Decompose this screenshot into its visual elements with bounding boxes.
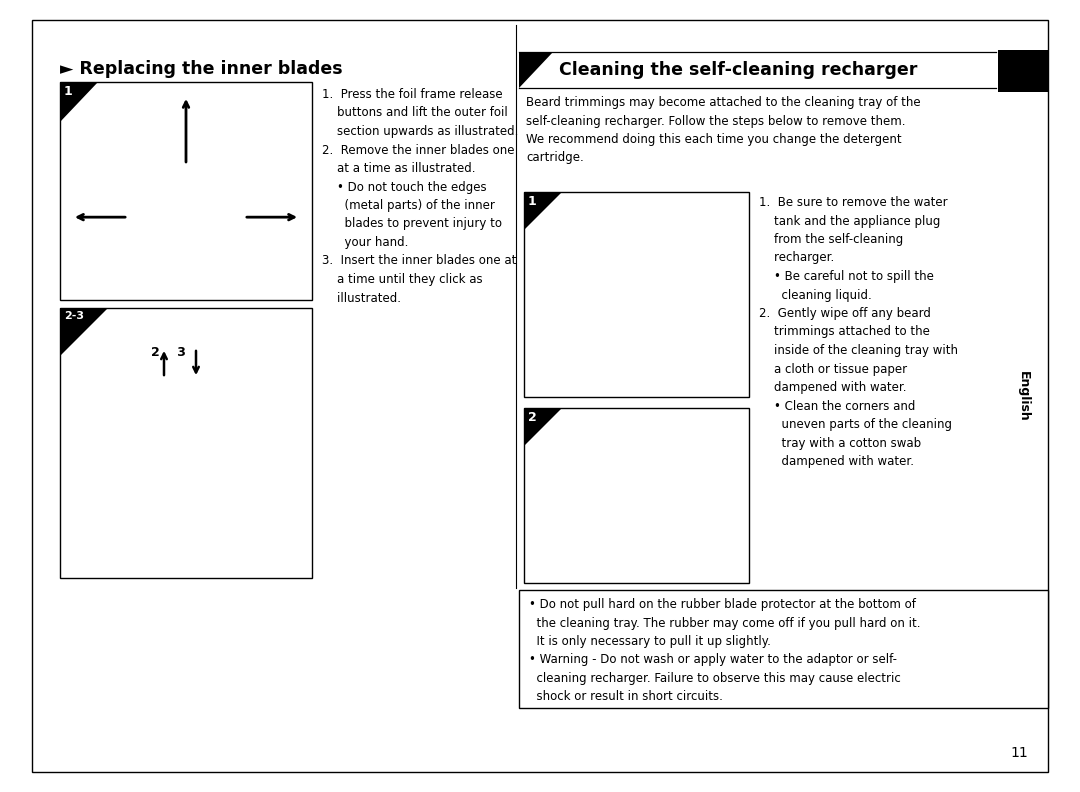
Polygon shape bbox=[524, 408, 562, 446]
Text: Cleaning the self-cleaning recharger: Cleaning the self-cleaning recharger bbox=[559, 61, 917, 79]
Polygon shape bbox=[60, 308, 108, 356]
Text: • Do not pull hard on the rubber blade protector at the bottom of
  the cleaning: • Do not pull hard on the rubber blade p… bbox=[529, 598, 920, 703]
Polygon shape bbox=[60, 82, 98, 122]
Polygon shape bbox=[519, 52, 553, 88]
Bar bbox=[60, 308, 312, 578]
Bar bbox=[519, 590, 1048, 708]
Text: ► Replacing the inner blades: ► Replacing the inner blades bbox=[60, 60, 342, 78]
Polygon shape bbox=[524, 192, 562, 230]
Bar bbox=[60, 82, 312, 300]
Text: 1: 1 bbox=[64, 85, 72, 98]
Text: 11: 11 bbox=[1010, 746, 1028, 760]
Text: 2    3: 2 3 bbox=[150, 346, 186, 359]
Text: 1.  Be sure to remove the water
    tank and the appliance plug
    from the sel: 1. Be sure to remove the water tank and … bbox=[759, 196, 958, 468]
Text: Beard trimmings may become attached to the cleaning tray of the
self-cleaning re: Beard trimmings may become attached to t… bbox=[526, 96, 920, 165]
Text: 2: 2 bbox=[528, 411, 537, 424]
Bar bbox=[524, 408, 750, 583]
Text: 1.  Press the foil frame release
    buttons and lift the outer foil
    section: 1. Press the foil frame release buttons … bbox=[322, 88, 518, 304]
Bar bbox=[524, 192, 750, 397]
Text: 1: 1 bbox=[528, 195, 537, 208]
Text: 2-3: 2-3 bbox=[64, 311, 84, 321]
Bar bbox=[998, 50, 1048, 92]
Text: English: English bbox=[1016, 371, 1029, 421]
